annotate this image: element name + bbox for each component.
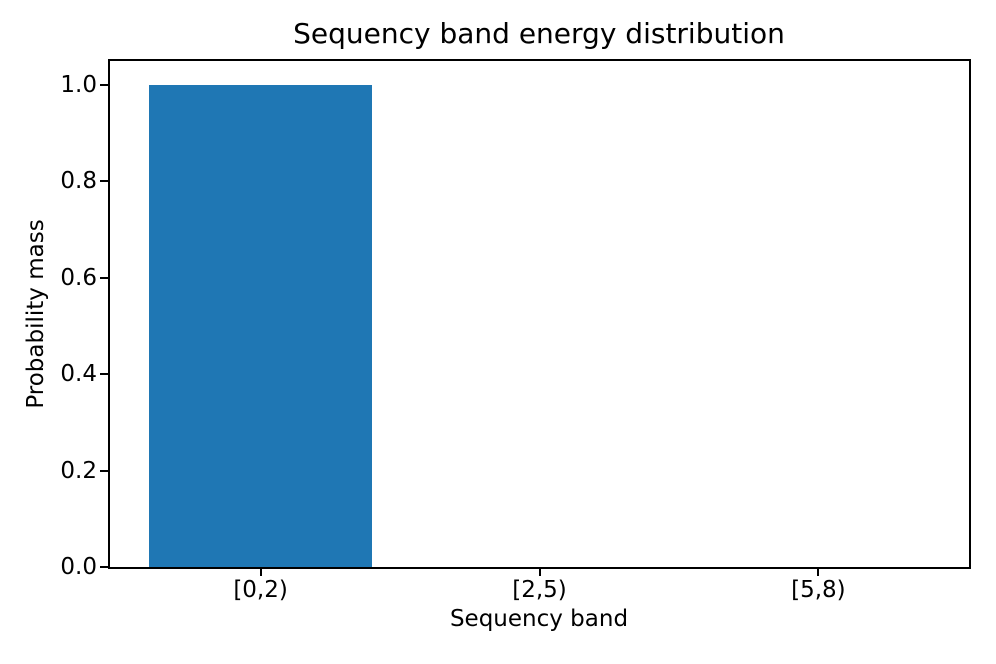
y-tick-label: 1.0 [60,72,97,99]
y-tick-mark [100,373,110,376]
x-tick-label: [2,5) [512,577,567,603]
y-tick-mark [100,469,110,472]
y-tick-label: 0.4 [60,361,97,388]
y-tick-mark [100,84,110,87]
y-tick-label: 0.8 [60,168,97,195]
y-tick-label: 0.2 [60,457,97,484]
chart-title: Sequency band energy distribution [293,17,785,50]
x-tick-label: [0,2) [233,577,288,603]
y-tick-label: 0.6 [60,264,97,291]
bar-[0,2) [149,85,373,567]
plot-area [108,59,971,569]
x-tick-mark [538,567,541,576]
x-tick-label: [5,8) [791,577,846,603]
x-tick-mark [817,567,820,576]
y-tick-mark [100,180,110,183]
y-tick-mark [100,566,110,568]
y-tick-label: 0.0 [60,554,97,580]
x-tick-mark [259,567,262,576]
y-tick-mark [100,276,110,279]
x-axis-label: Sequency band [449,606,629,632]
